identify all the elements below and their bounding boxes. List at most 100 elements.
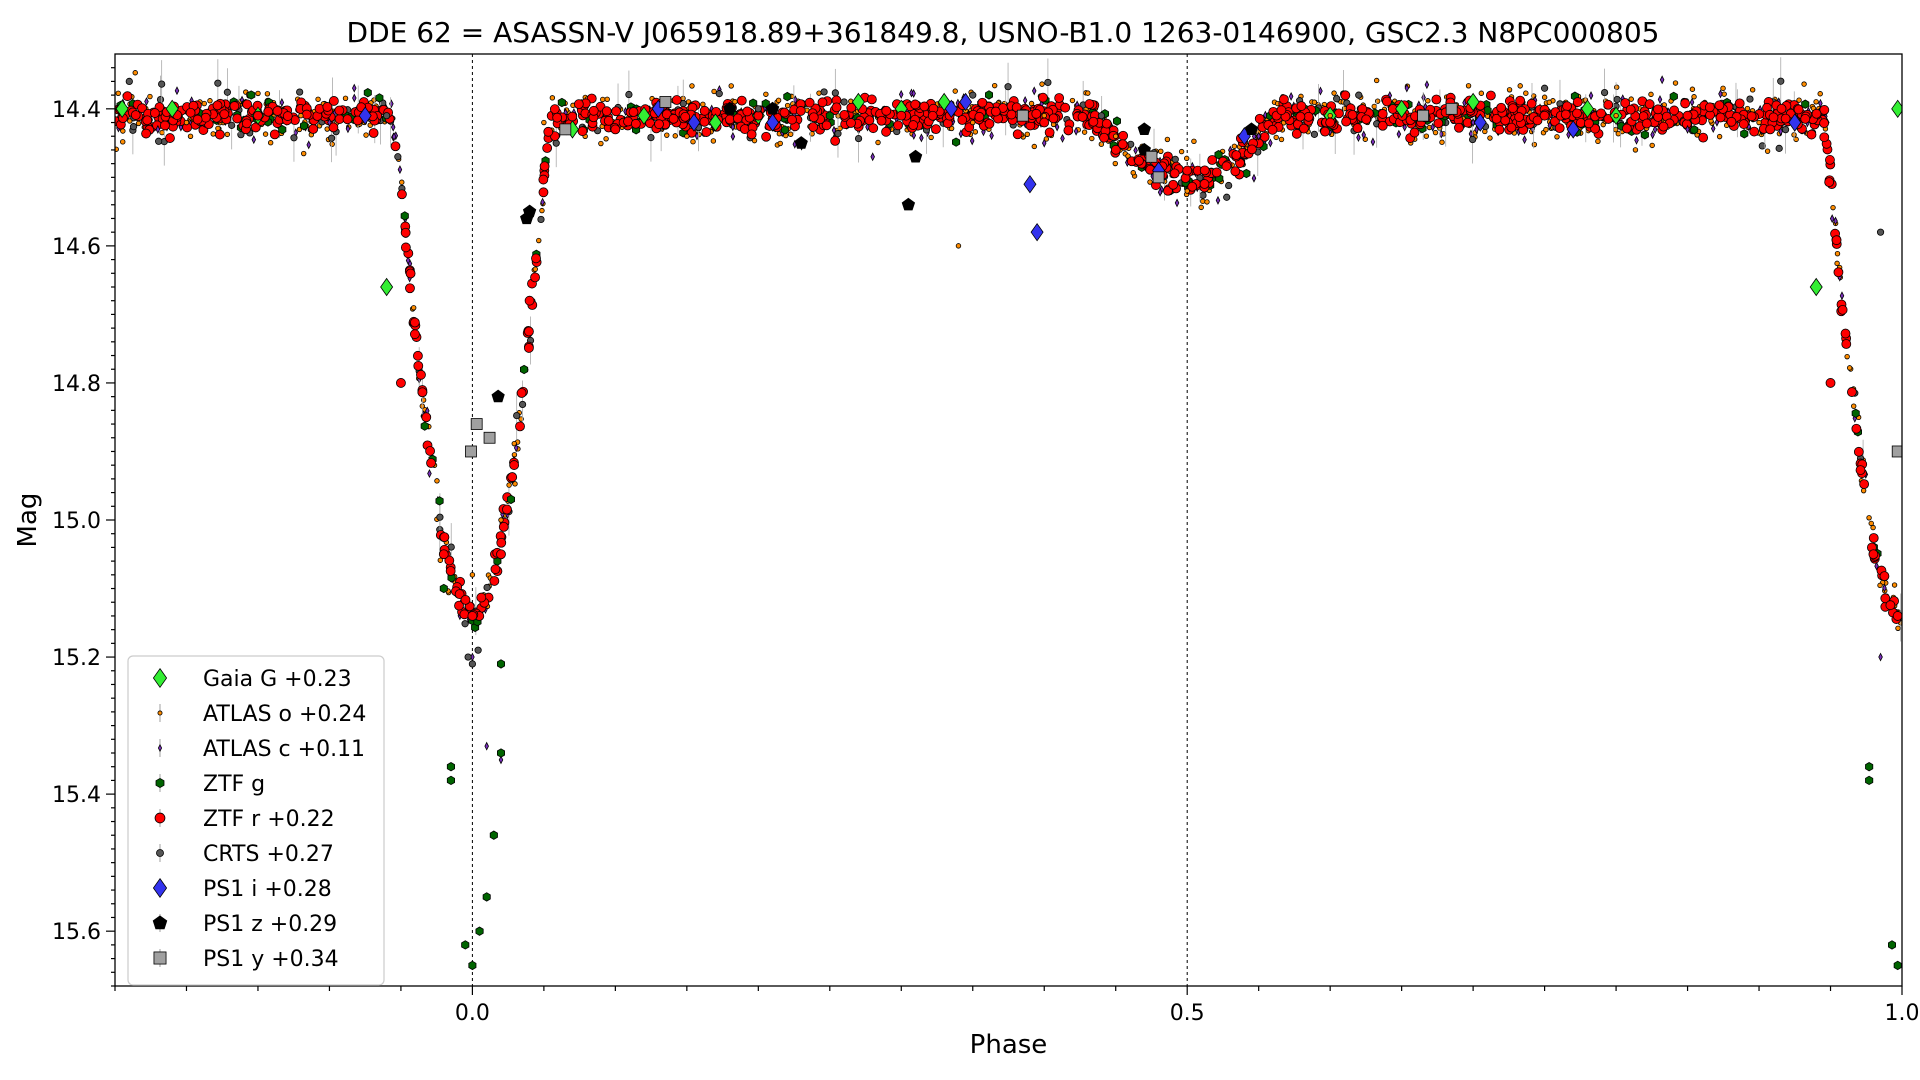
data-point [251, 135, 257, 145]
data-point [1877, 582, 1883, 589]
data-point [282, 111, 293, 121]
data-point [210, 131, 216, 137]
data-point [405, 268, 416, 279]
data-point [610, 124, 621, 135]
data-point [851, 92, 865, 112]
series-cloud [115, 70, 1902, 631]
data-point [496, 659, 506, 669]
data-point [985, 90, 993, 100]
data-point [410, 329, 420, 340]
data-point [1580, 99, 1594, 119]
data-point [1720, 85, 1726, 92]
data-point [524, 326, 534, 337]
data-point [1600, 88, 1609, 97]
data-point [397, 189, 407, 200]
data-point [482, 892, 491, 902]
data-point [839, 109, 850, 120]
data-point [223, 88, 231, 96]
data-point [342, 114, 353, 125]
data-point [1318, 86, 1323, 96]
data-point [1625, 104, 1636, 115]
data-point [1409, 127, 1420, 138]
data-point [1031, 108, 1042, 119]
data-point [1653, 104, 1663, 115]
data-point [1801, 81, 1807, 87]
data-point [1859, 479, 1870, 490]
data-point [1830, 204, 1836, 211]
data-point [1171, 155, 1179, 163]
data-point [804, 97, 815, 108]
data-point [699, 116, 710, 127]
data-point [1749, 87, 1756, 93]
data-point [509, 460, 520, 470]
data-point [777, 140, 783, 147]
data-point [383, 112, 391, 120]
data-point [490, 564, 501, 575]
data-point [214, 129, 225, 140]
data-point [389, 99, 394, 109]
data-point [454, 600, 464, 611]
data-point [672, 133, 678, 139]
data-point [518, 400, 527, 409]
data-point [1583, 118, 1594, 129]
data-point [253, 110, 263, 121]
data-point [1268, 138, 1273, 148]
data-point [1485, 90, 1496, 101]
data-point [1134, 155, 1144, 166]
legend-marker [152, 877, 168, 899]
data-point [250, 122, 261, 133]
data-point [1060, 102, 1071, 113]
data-point [427, 469, 432, 479]
legend-item: PS1 y +0.34 [153, 947, 339, 972]
data-point [1659, 75, 1665, 85]
data-point [927, 110, 938, 121]
data-point [1829, 214, 1835, 224]
data-point [125, 77, 133, 86]
data-point [1546, 99, 1552, 105]
data-point [732, 113, 743, 124]
data-point [1819, 105, 1830, 115]
data-point [598, 140, 604, 147]
data-point [870, 152, 875, 162]
data-point [1811, 108, 1822, 119]
data-point [821, 120, 832, 131]
data-point [536, 237, 542, 244]
data-point [539, 207, 545, 214]
data-point [1880, 593, 1891, 604]
legend-marker [157, 710, 163, 716]
data-point [1031, 143, 1037, 150]
data-point [1846, 387, 1857, 397]
data-point [1685, 124, 1690, 134]
data-point [1231, 143, 1238, 149]
data-point [1775, 144, 1783, 152]
data-point [736, 95, 747, 106]
data-point [1809, 277, 1823, 297]
data-point [1432, 129, 1439, 136]
data-point [1038, 92, 1048, 103]
data-point [247, 90, 256, 100]
data-point [1231, 150, 1242, 161]
data-point [115, 99, 129, 119]
data-point [1340, 90, 1351, 101]
data-point [1199, 191, 1207, 199]
data-point [1865, 762, 1874, 772]
data-point [155, 137, 163, 145]
data-point [742, 106, 753, 117]
data-point [977, 97, 988, 108]
data-point [465, 445, 477, 458]
data-point [1622, 123, 1632, 134]
data-point [1303, 111, 1314, 122]
data-point [130, 110, 141, 120]
data-point [1011, 102, 1022, 113]
data-point [830, 135, 841, 146]
data-point [405, 255, 411, 265]
data-point [775, 97, 782, 104]
data-point [846, 118, 856, 128]
data-point [328, 96, 339, 106]
data-point [1596, 108, 1606, 119]
legend-item: ZTF r +0.22 [154, 807, 335, 832]
data-point [919, 101, 930, 112]
data-point [746, 129, 757, 140]
data-point [1764, 148, 1771, 154]
data-point [1431, 94, 1442, 105]
